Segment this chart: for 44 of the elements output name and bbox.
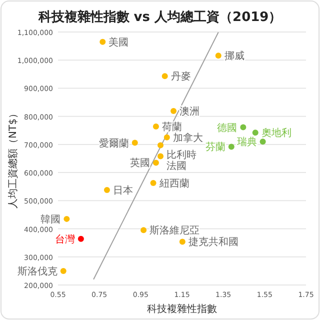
point [104, 186, 110, 193]
annotation: 美國 [108, 36, 129, 48]
annotation: 德國 [217, 122, 238, 134]
point [132, 140, 138, 146]
annotation: 丹麥 [170, 70, 191, 83]
annotation: 奧地利 [261, 127, 292, 140]
chart-title: 科技複雜性指數 vs 人均總工資（2019） [37, 9, 282, 25]
point [64, 216, 70, 222]
annotation: 捷克共和國 [188, 236, 238, 248]
annotation: 比利時 [166, 148, 197, 161]
point [162, 73, 168, 80]
point [150, 180, 156, 186]
point [152, 160, 159, 166]
annotation: 紐西蘭 [158, 177, 190, 190]
point [78, 236, 84, 242]
y-axis-title: 人均工資總額（NT$） [7, 108, 19, 208]
point [60, 268, 66, 274]
annotation: 英國 [130, 157, 150, 170]
point [152, 123, 159, 130]
annotation: 斯洛維尼亞 [150, 224, 200, 237]
annotation: 加拿大 [172, 132, 203, 144]
point [252, 130, 258, 136]
annotation: 瑞典 [236, 136, 257, 148]
point [170, 108, 177, 114]
annotation: 法國 [166, 160, 187, 172]
point [240, 124, 246, 130]
x-axis-title: 科技複雜性指數 [147, 303, 217, 315]
point [260, 138, 266, 145]
point [215, 52, 222, 59]
annotation: 日本 [112, 184, 133, 196]
annotation: 台灣 [54, 233, 75, 246]
annotation: 澳洲 [180, 105, 200, 118]
point [179, 238, 186, 245]
point [140, 227, 147, 234]
annotation: 挪威 [224, 50, 244, 62]
annotation: 愛爾蘭 [98, 137, 129, 150]
annotation: 韓國 [40, 213, 61, 226]
point [164, 134, 170, 140]
point [158, 153, 164, 160]
point [158, 142, 164, 148]
annotation: 斯洛伐克 [17, 265, 58, 278]
point [100, 38, 106, 45]
annotation: 芬蘭 [205, 141, 226, 154]
point [228, 144, 234, 150]
